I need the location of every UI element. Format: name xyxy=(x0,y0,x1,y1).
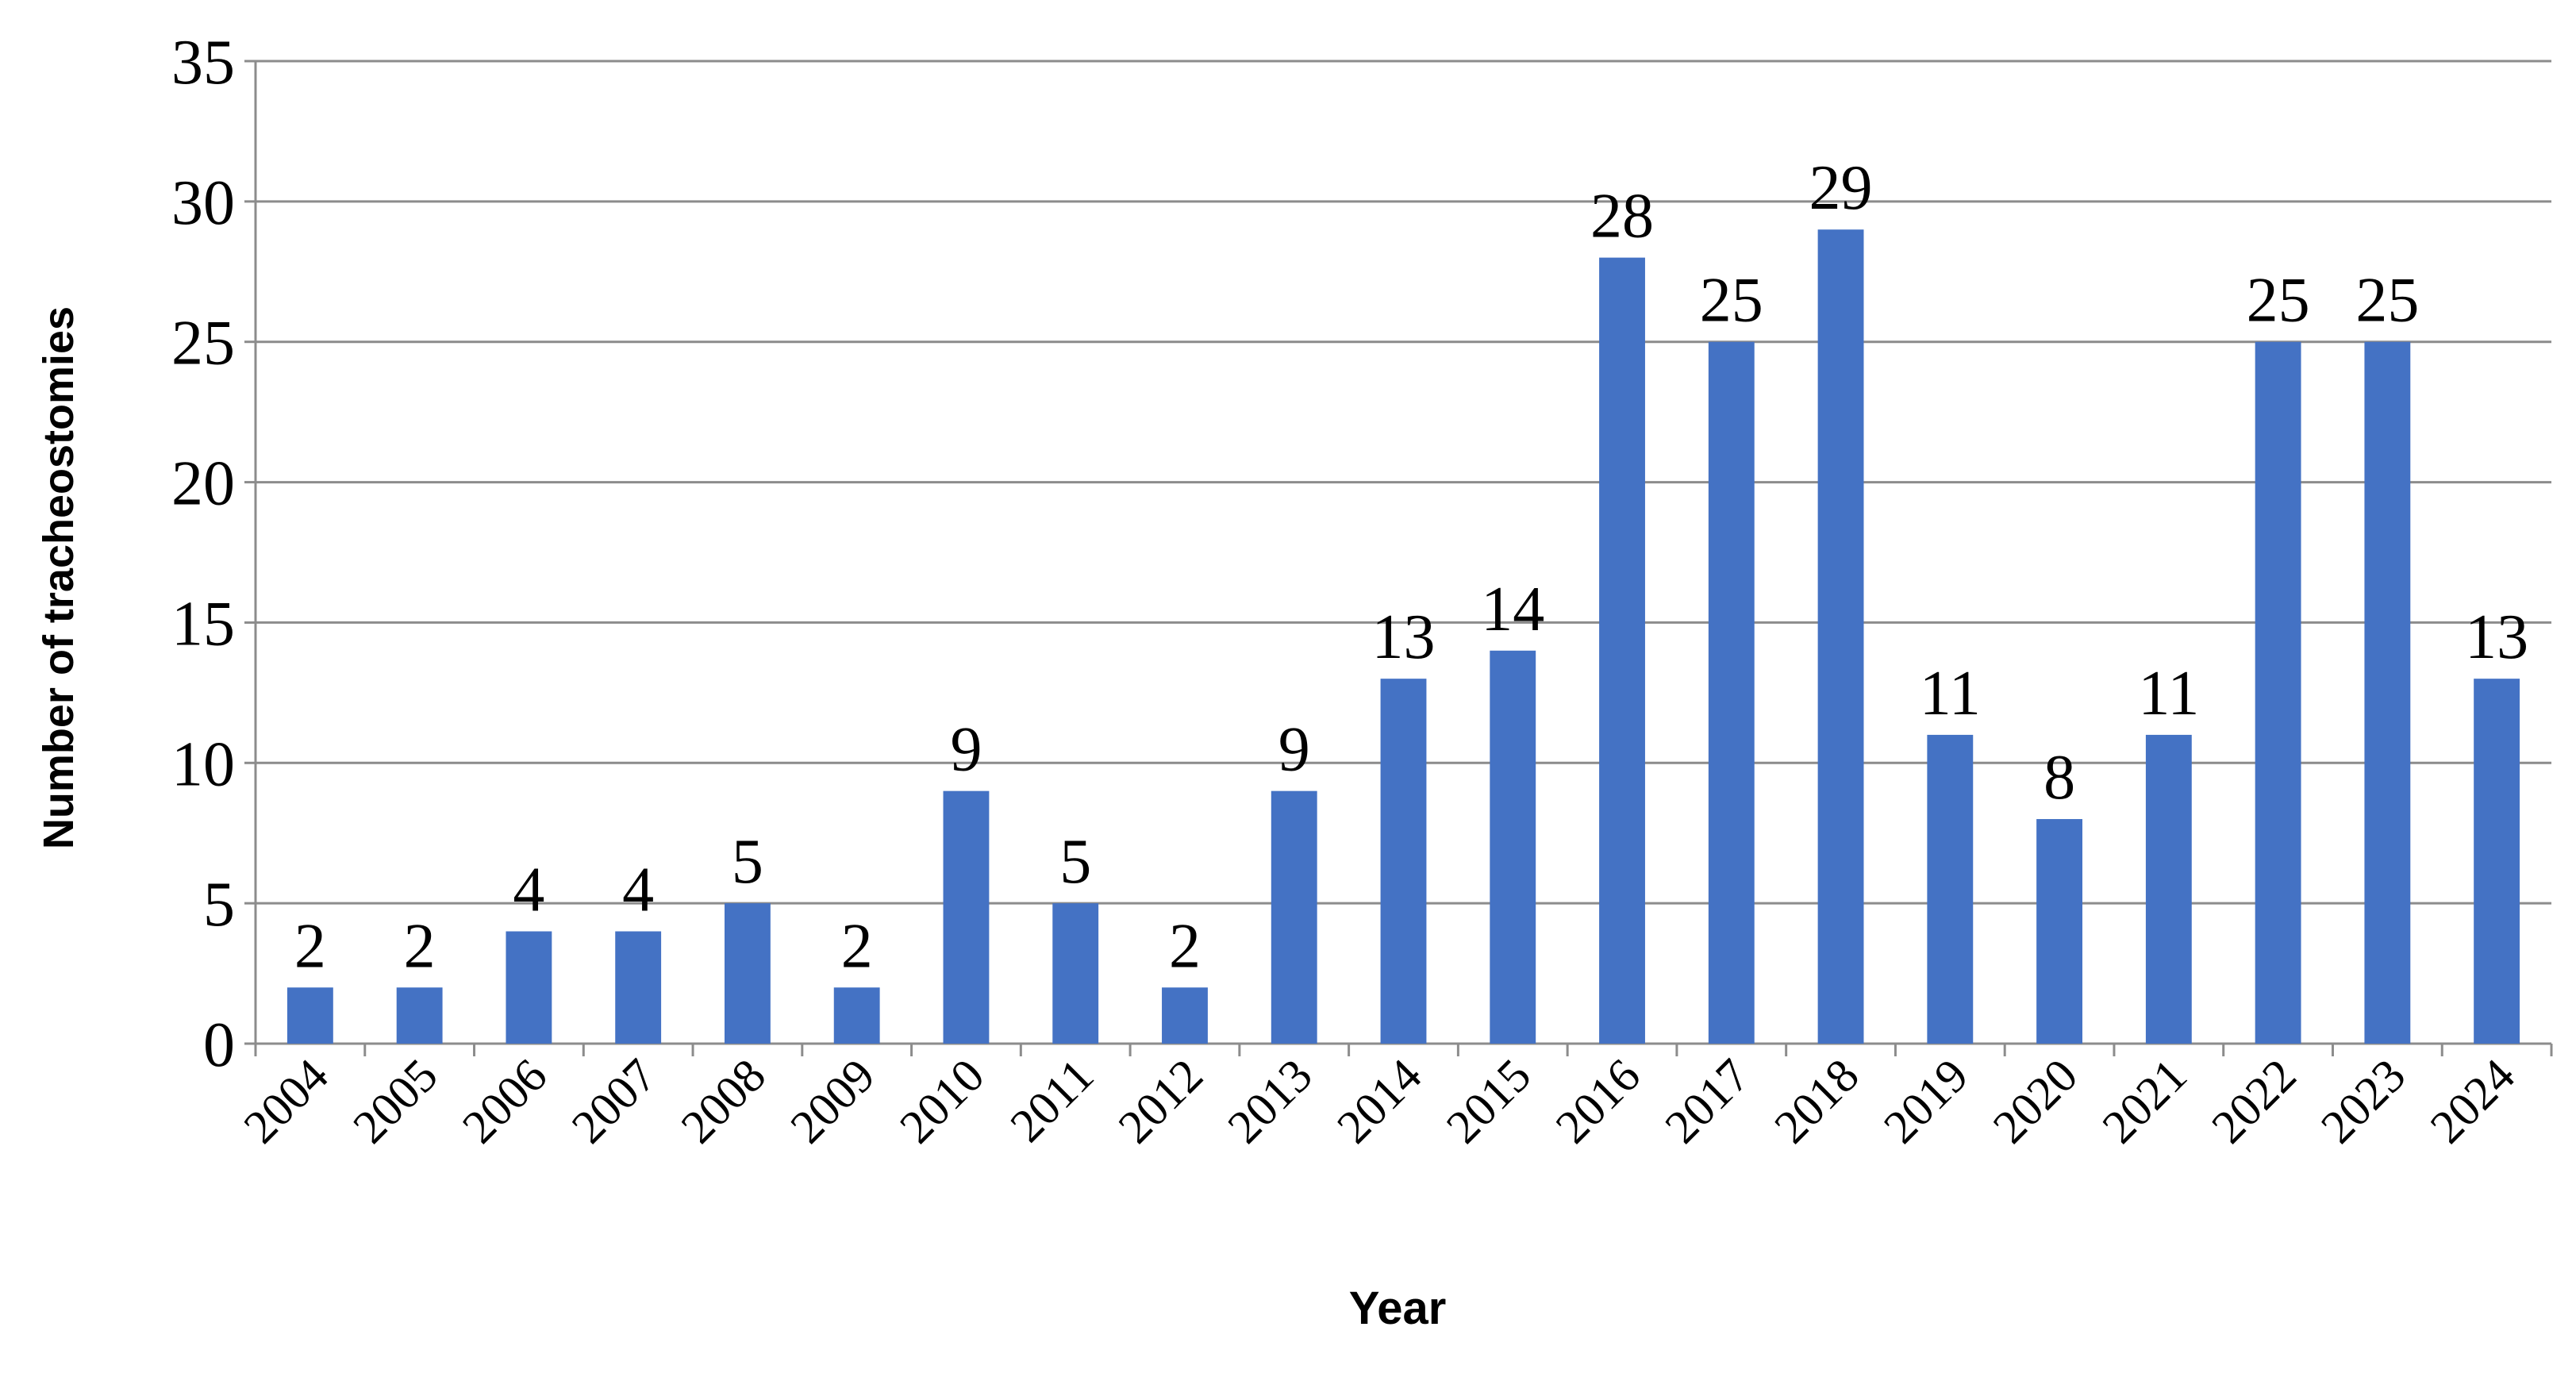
x-tick-label: 2020 xyxy=(1983,1049,2088,1154)
y-tick-label: 30 xyxy=(171,168,235,238)
x-tick-label: 2019 xyxy=(1874,1049,1978,1154)
x-tick-label: 2022 xyxy=(2201,1049,2306,1154)
x-tick-label: 2005 xyxy=(343,1049,448,1154)
y-tick-label: 5 xyxy=(203,870,235,940)
x-tick-label: 2009 xyxy=(780,1049,885,1154)
data-label: 2 xyxy=(841,911,873,981)
bar xyxy=(1599,257,1645,1044)
data-label: 11 xyxy=(1920,659,1981,729)
x-tick-label: 2012 xyxy=(1109,1049,1213,1154)
data-label: 25 xyxy=(1700,266,1763,336)
y-tick-label: 35 xyxy=(171,28,235,98)
bar xyxy=(615,931,662,1044)
bar xyxy=(2474,679,2520,1044)
bar xyxy=(1271,790,1317,1044)
x-tick-label: 2016 xyxy=(1546,1049,1651,1154)
x-tick-label: 2017 xyxy=(1655,1049,1759,1154)
y-tick-label: 0 xyxy=(203,1010,235,1080)
data-label: 25 xyxy=(2355,266,2419,336)
bar xyxy=(2036,819,2083,1044)
data-label: 13 xyxy=(2465,602,2528,672)
bar xyxy=(1162,987,1208,1044)
y-tick-label: 20 xyxy=(171,449,235,519)
x-tick-label: 2007 xyxy=(562,1049,667,1154)
bar xyxy=(1490,650,1536,1044)
bar xyxy=(2145,734,2192,1044)
bar xyxy=(396,987,443,1044)
bar xyxy=(2364,341,2411,1044)
data-label: 11 xyxy=(2138,659,2199,729)
data-label: 2 xyxy=(294,911,326,981)
x-axis-label: Year xyxy=(1349,1283,1447,1334)
data-label: 14 xyxy=(1481,575,1544,644)
data-label: 9 xyxy=(950,715,982,785)
y-tick-label: 25 xyxy=(171,309,235,379)
data-label: 13 xyxy=(1372,602,1436,672)
x-tick-label: 2013 xyxy=(1217,1049,1322,1154)
bar xyxy=(1817,229,1864,1044)
x-tick-label: 2014 xyxy=(1327,1049,1432,1154)
data-label: 2 xyxy=(1169,911,1201,981)
bar xyxy=(1380,679,1427,1044)
data-label: 4 xyxy=(513,856,544,925)
y-tick-label: 15 xyxy=(171,589,235,659)
bar xyxy=(724,903,771,1044)
bar xyxy=(1708,341,1755,1044)
x-tick-label: 2018 xyxy=(1764,1049,1869,1154)
bar xyxy=(506,931,552,1044)
x-tick-label: 2008 xyxy=(671,1049,776,1154)
data-label: 8 xyxy=(2043,743,2075,813)
x-tick-label: 2004 xyxy=(234,1049,339,1154)
data-label: 4 xyxy=(622,856,654,925)
x-tick-label: 2024 xyxy=(2420,1049,2525,1154)
bar xyxy=(1052,903,1099,1044)
x-tick-label: 2011 xyxy=(1000,1049,1103,1152)
data-label: 29 xyxy=(1809,153,1873,223)
bar xyxy=(286,987,333,1044)
x-tick-label: 2010 xyxy=(890,1049,994,1154)
bar xyxy=(833,987,880,1044)
x-tick-label: 2021 xyxy=(2093,1049,2197,1154)
y-tick-label: 10 xyxy=(171,729,235,799)
data-label: 5 xyxy=(732,827,763,897)
y-axis-label: Number of tracheostomies xyxy=(35,306,83,849)
bar xyxy=(2255,341,2301,1044)
data-label: 9 xyxy=(1278,715,1310,785)
bar xyxy=(1927,734,1974,1044)
data-label: 5 xyxy=(1059,827,1091,897)
bar xyxy=(943,790,990,1044)
data-label: 25 xyxy=(2247,266,2310,336)
x-tick-label: 2023 xyxy=(2311,1049,2416,1154)
x-tick-label: 2006 xyxy=(452,1049,557,1154)
x-tick-label: 2015 xyxy=(1436,1049,1541,1154)
data-label: 28 xyxy=(1590,182,1654,252)
data-label: 2 xyxy=(404,911,436,981)
